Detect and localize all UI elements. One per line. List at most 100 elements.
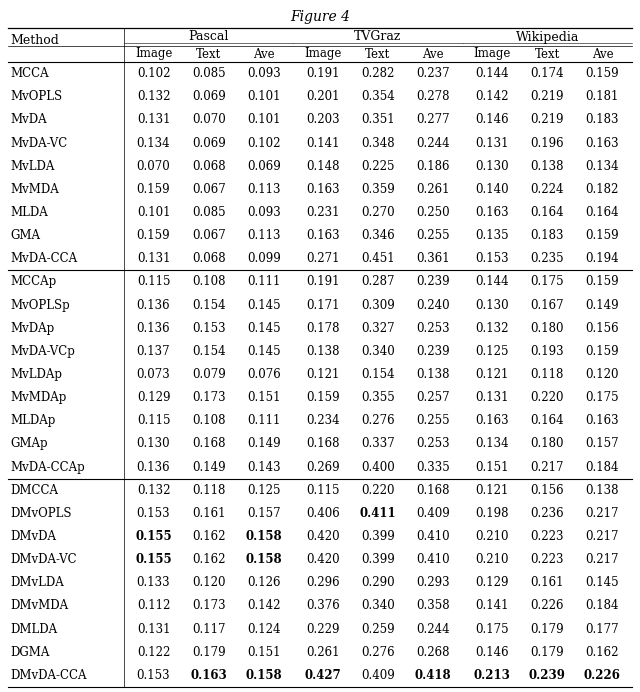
Text: 0.183: 0.183 — [586, 113, 619, 127]
Text: 0.255: 0.255 — [416, 415, 450, 427]
Text: 0.250: 0.250 — [416, 206, 450, 219]
Text: 0.162: 0.162 — [586, 646, 619, 659]
Text: 0.196: 0.196 — [531, 136, 564, 149]
Text: 0.155: 0.155 — [135, 553, 172, 566]
Text: 0.159: 0.159 — [586, 345, 620, 358]
Text: 0.125: 0.125 — [247, 484, 280, 497]
Text: 0.161: 0.161 — [192, 507, 225, 520]
Text: 0.217: 0.217 — [531, 461, 564, 473]
Text: 0.361: 0.361 — [416, 253, 450, 265]
Text: Text: Text — [534, 48, 560, 60]
Text: MvDA-CCAp: MvDA-CCAp — [10, 461, 84, 473]
Text: DMvDA-CCA: DMvDA-CCA — [10, 669, 86, 682]
Text: 0.226: 0.226 — [584, 669, 621, 682]
Text: 0.073: 0.073 — [137, 368, 170, 381]
Text: 0.179: 0.179 — [531, 646, 564, 659]
Text: 0.225: 0.225 — [361, 160, 395, 173]
Text: 0.191: 0.191 — [306, 67, 340, 80]
Text: 0.278: 0.278 — [417, 90, 450, 103]
Text: 0.130: 0.130 — [476, 160, 509, 173]
Text: 0.115: 0.115 — [137, 415, 170, 427]
Text: 0.158: 0.158 — [245, 553, 282, 566]
Text: 0.149: 0.149 — [192, 461, 225, 473]
Text: 0.161: 0.161 — [531, 576, 564, 590]
Text: 0.131: 0.131 — [476, 391, 509, 404]
Text: 0.409: 0.409 — [416, 507, 450, 520]
Text: 0.111: 0.111 — [247, 415, 280, 427]
Text: 0.138: 0.138 — [586, 484, 619, 497]
Text: 0.151: 0.151 — [476, 461, 509, 473]
Text: 0.164: 0.164 — [531, 415, 564, 427]
Text: 0.259: 0.259 — [361, 623, 395, 636]
Text: 0.121: 0.121 — [476, 368, 509, 381]
Text: 0.134: 0.134 — [476, 437, 509, 450]
Text: 0.201: 0.201 — [306, 90, 340, 103]
Text: 0.130: 0.130 — [476, 298, 509, 311]
Text: 0.183: 0.183 — [531, 229, 564, 242]
Text: 0.186: 0.186 — [417, 160, 450, 173]
Text: 0.101: 0.101 — [247, 90, 280, 103]
Text: 0.151: 0.151 — [247, 391, 280, 404]
Text: 0.184: 0.184 — [586, 461, 619, 473]
Text: Ave: Ave — [422, 48, 444, 60]
Text: 0.355: 0.355 — [361, 391, 395, 404]
Text: 0.235: 0.235 — [531, 253, 564, 265]
Text: 0.217: 0.217 — [586, 530, 619, 543]
Text: 0.131: 0.131 — [476, 136, 509, 149]
Text: 0.163: 0.163 — [306, 183, 340, 196]
Text: 0.129: 0.129 — [137, 391, 170, 404]
Text: 0.143: 0.143 — [247, 461, 280, 473]
Text: 0.163: 0.163 — [586, 136, 620, 149]
Text: MvOPLS: MvOPLS — [10, 90, 62, 103]
Text: 0.224: 0.224 — [531, 183, 564, 196]
Text: 0.223: 0.223 — [531, 530, 564, 543]
Text: MvDAp: MvDAp — [10, 322, 54, 335]
Text: 0.154: 0.154 — [361, 368, 395, 381]
Text: 0.101: 0.101 — [247, 113, 280, 127]
Text: 0.173: 0.173 — [192, 391, 225, 404]
Text: 0.237: 0.237 — [416, 67, 450, 80]
Text: 0.194: 0.194 — [586, 253, 620, 265]
Text: 0.162: 0.162 — [192, 553, 225, 566]
Text: 0.219: 0.219 — [531, 90, 564, 103]
Text: 0.131: 0.131 — [137, 623, 170, 636]
Text: 0.145: 0.145 — [247, 322, 280, 335]
Text: 0.149: 0.149 — [247, 437, 280, 450]
Text: MvMDA: MvMDA — [10, 183, 59, 196]
Text: 0.108: 0.108 — [192, 275, 225, 289]
Text: 0.270: 0.270 — [361, 206, 395, 219]
Text: 0.157: 0.157 — [247, 507, 280, 520]
Text: 0.240: 0.240 — [416, 298, 450, 311]
Text: 0.411: 0.411 — [360, 507, 396, 520]
Text: DMvOPLS: DMvOPLS — [10, 507, 72, 520]
Text: 0.085: 0.085 — [192, 67, 225, 80]
Text: 0.132: 0.132 — [137, 90, 170, 103]
Text: 0.210: 0.210 — [476, 553, 509, 566]
Text: 0.120: 0.120 — [586, 368, 619, 381]
Text: 0.171: 0.171 — [306, 298, 340, 311]
Text: MCCA: MCCA — [10, 67, 49, 80]
Text: 0.158: 0.158 — [245, 530, 282, 543]
Text: 0.113: 0.113 — [247, 183, 280, 196]
Text: Image: Image — [304, 48, 342, 60]
Text: MLDA: MLDA — [10, 206, 48, 219]
Text: MLDAp: MLDAp — [10, 415, 56, 427]
Text: 0.376: 0.376 — [306, 599, 340, 612]
Text: 0.122: 0.122 — [137, 646, 170, 659]
Text: Pascal: Pascal — [188, 30, 229, 44]
Text: 0.113: 0.113 — [247, 229, 280, 242]
Text: 0.257: 0.257 — [416, 391, 450, 404]
Text: 0.121: 0.121 — [476, 484, 509, 497]
Text: 0.136: 0.136 — [137, 298, 170, 311]
Text: 0.164: 0.164 — [531, 206, 564, 219]
Text: Image: Image — [135, 48, 172, 60]
Text: DMvDA-VC: DMvDA-VC — [10, 553, 77, 566]
Text: 0.181: 0.181 — [586, 90, 619, 103]
Text: 0.118: 0.118 — [192, 484, 225, 497]
Text: 0.175: 0.175 — [586, 391, 620, 404]
Text: 0.180: 0.180 — [531, 437, 564, 450]
Text: 0.149: 0.149 — [586, 298, 620, 311]
Text: 0.239: 0.239 — [529, 669, 566, 682]
Text: 0.220: 0.220 — [531, 391, 564, 404]
Text: 0.261: 0.261 — [417, 183, 450, 196]
